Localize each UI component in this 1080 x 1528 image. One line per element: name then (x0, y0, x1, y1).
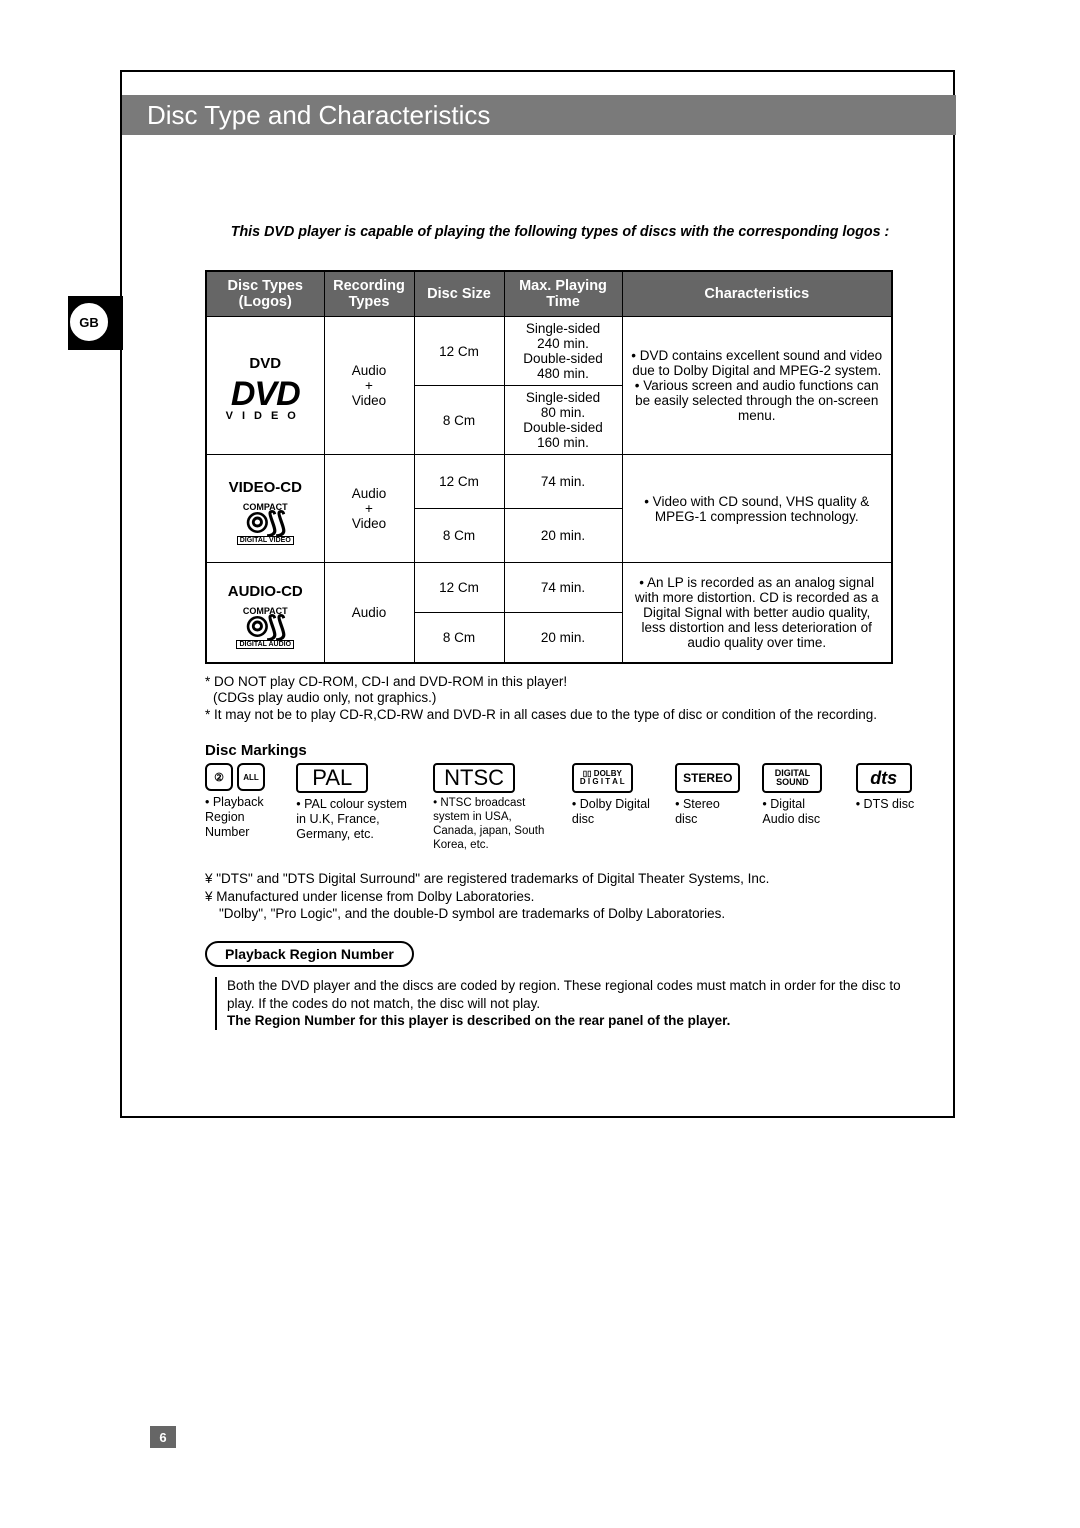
disc-types-table: Disc Types (Logos) Recording Types Disc … (205, 270, 893, 664)
tm-line: "Dolby", "Pro Logic", and the double-D s… (219, 905, 925, 923)
cell-acd-logo: AUDIO-CD COMPACT ⦾⟆⟆ DIGITAL AUDIO (206, 563, 324, 663)
dvd-logo-icon: DVD VIDEO (215, 380, 316, 423)
th-characteristics: Characteristics (622, 271, 892, 317)
mark-col-dts: dts • DTS disc (856, 763, 925, 852)
cell-vcd-time-8: 20 min. (504, 509, 622, 563)
cell-dvd-size-12: 12 Cm (414, 317, 504, 386)
region-badge-gb: GB (68, 301, 110, 343)
prn-line: Both the DVD player and the discs are co… (227, 977, 925, 1012)
mark-desc: • Dolby Digital disc (572, 797, 657, 827)
mark-col-ntsc: NTSC • NTSC broadcast system in USA, Can… (433, 763, 554, 852)
disc-markings-row: ② ALL • Playback Region Number PAL • PAL… (205, 763, 925, 852)
table-row: VIDEO-CD COMPACT ⦾⟆⟆ DIGITAL VIDEO Audio… (206, 455, 892, 509)
mark-col-dolby: ▯▯ DOLBY D I G I T A L • Dolby Digital d… (572, 763, 657, 852)
dts-icon: dts (856, 763, 912, 793)
vcd-logo-icon: COMPACT ⦾⟆⟆ DIGITAL VIDEO (215, 502, 316, 544)
th-playing-time: Max. Playing Time (504, 271, 622, 317)
digital-sound-icon: DIGITAL SOUND (762, 763, 822, 793)
note-line: * DO NOT play CD-ROM, CD-I and DVD-ROM i… (205, 674, 925, 691)
tm-line: ¥ Manufactured under license from Dolby … (205, 888, 925, 906)
disc-markings-heading: Disc Markings (205, 742, 925, 759)
region-2-icon: ② (205, 763, 233, 791)
disc-shape-icon: ⦾⟆⟆ (215, 616, 316, 638)
playback-region-body: Both the DVD player and the discs are co… (215, 977, 925, 1030)
cell-vcd-time-12: 74 min. (504, 455, 622, 509)
th-disc-types: Disc Types (Logos) (206, 271, 324, 317)
table-row: AUDIO-CD COMPACT ⦾⟆⟆ DIGITAL AUDIO Audio… (206, 563, 892, 613)
mark-desc: • DTS disc (856, 797, 915, 812)
cell-acd-size-8: 8 Cm (414, 613, 504, 663)
mark-desc: • Playback Region Number (205, 795, 278, 840)
cell-acd-char: • An LP is recorded as an analog signal … (622, 563, 892, 663)
cell-dvd-time-8: Single-sided 80 min. Double-sided 160 mi… (504, 386, 622, 455)
acd-logo-bot: DIGITAL AUDIO (236, 640, 294, 649)
vcd-logo-bot: DIGITAL VIDEO (237, 536, 294, 545)
disc-shape-icon: ⦾⟆⟆ (215, 512, 316, 534)
cell-dvd-logo: DVD DVD VIDEO (206, 317, 324, 455)
cell-vcd-size-12: 12 Cm (414, 455, 504, 509)
document-page: Disc Type and Characteristics GB This DV… (0, 0, 1080, 1528)
title-band: Disc Type and Characteristics (122, 95, 956, 135)
dvd-logo-text: DVD (231, 375, 300, 413)
dvd-label: DVD (215, 349, 316, 372)
cell-vcd-char: • Video with CD sound, VHS quality & MPE… (622, 455, 892, 563)
prn-line-bold: The Region Number for this player is des… (227, 1012, 925, 1030)
ntsc-icon: NTSC (433, 763, 515, 793)
mark-col-stereo: STEREO • Stereo disc (675, 763, 744, 852)
cell-dvd-rec: Audio + Video (324, 317, 414, 455)
acd-label: AUDIO-CD (215, 577, 316, 600)
cell-dvd-char: • DVD contains excellent sound and video… (622, 317, 892, 455)
mark-desc: • Digital Audio disc (762, 797, 837, 827)
mark-col-pal: PAL • PAL colour system in U.K, France, … (296, 763, 415, 852)
pal-icon: PAL (296, 763, 368, 793)
content-area: This DVD player is capable of playing th… (195, 224, 925, 1030)
intro-text: This DVD player is capable of playing th… (195, 224, 925, 240)
th-disc-size: Disc Size (414, 271, 504, 317)
mark-desc: • PAL colour system in U.K, France, Germ… (296, 797, 415, 842)
cell-vcd-rec: Audio + Video (324, 455, 414, 563)
cell-acd-size-12: 12 Cm (414, 563, 504, 613)
th-recording-types: Recording Types (324, 271, 414, 317)
playback-region-heading: Playback Region Number (205, 941, 414, 967)
mark-col-region: ② ALL • Playback Region Number (205, 763, 278, 852)
page-number: 6 (150, 1426, 176, 1448)
cell-acd-rec: Audio (324, 563, 414, 663)
mark-desc: • Stereo disc (675, 797, 744, 827)
stereo-icon: STEREO (675, 763, 740, 793)
cell-acd-time-8: 20 min. (504, 613, 622, 663)
cell-acd-time-12: 74 min. (504, 563, 622, 613)
dolby-icon: ▯▯ DOLBY D I G I T A L (572, 763, 633, 793)
table-notes: * DO NOT play CD-ROM, CD-I and DVD-ROM i… (205, 674, 925, 725)
table-row: DVD DVD VIDEO Audio + Video 12 Cm Single… (206, 317, 892, 386)
region-all-icon: ALL (237, 763, 265, 791)
note-line: * It may not be to play CD-R,CD-RW and D… (205, 707, 925, 724)
vcd-label: VIDEO-CD (215, 473, 316, 496)
cell-dvd-time-12: Single-sided 240 min. Double-sided 480 m… (504, 317, 622, 386)
dvd-logo-sub: VIDEO (215, 410, 316, 422)
cell-dvd-size-8: 8 Cm (414, 386, 504, 455)
mark-col-digital: DIGITAL SOUND • Digital Audio disc (762, 763, 837, 852)
acd-logo-icon: COMPACT ⦾⟆⟆ DIGITAL AUDIO (215, 606, 316, 648)
page-title: Disc Type and Characteristics (147, 100, 490, 131)
mark-desc: • NTSC broadcast system in USA, Canada, … (433, 797, 554, 852)
cell-vcd-size-8: 8 Cm (414, 509, 504, 563)
note-line: (CDGs play audio only, not graphics.) (213, 690, 925, 707)
cell-vcd-logo: VIDEO-CD COMPACT ⦾⟆⟆ DIGITAL VIDEO (206, 455, 324, 563)
trademark-notes: ¥ "DTS" and "DTS Digital Surround" are r… (205, 870, 925, 923)
tm-line: ¥ "DTS" and "DTS Digital Surround" are r… (205, 870, 925, 888)
